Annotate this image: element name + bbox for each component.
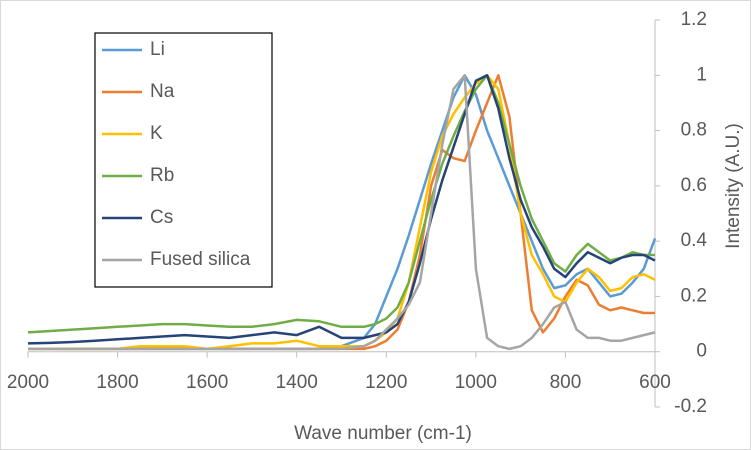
series-line [27, 74, 655, 334]
x-tick-label: 2000 [7, 372, 49, 393]
y-tick-label: 0.6 [681, 175, 707, 196]
series-line [28, 74, 656, 351]
legend-label: Fused silica [150, 249, 251, 270]
series-line [28, 74, 656, 351]
y-tick-label: -0.2 [674, 396, 707, 417]
legend-label: Cs [150, 207, 173, 228]
legend-label: Li [150, 39, 165, 60]
legend-label: Rb [150, 165, 174, 186]
x-axis-title: Wave number (cm-1) [294, 423, 472, 444]
x-tick-label: 1400 [276, 372, 318, 393]
legend-label: K [150, 123, 163, 144]
y-tick-label: 1.2 [681, 9, 707, 30]
y-axis-title: Intensity (A.U.) [723, 123, 744, 249]
x-tick-label: 800 [550, 372, 582, 393]
x-tick-label: 1200 [365, 372, 407, 393]
legend-label: Na [150, 81, 175, 102]
y-tick-label: 0.8 [681, 120, 707, 141]
legend-box [94, 32, 273, 288]
y-tick-label: 0.2 [681, 285, 707, 306]
y-tick-label: 0 [696, 341, 707, 362]
x-tick-label: 1800 [96, 372, 138, 393]
x-tick-label: 600 [639, 372, 671, 393]
x-tick-label: 1000 [455, 372, 497, 393]
y-tick-label: 0.4 [681, 230, 708, 251]
x-tick-label: 1600 [186, 372, 228, 393]
y-tick-label: 1 [696, 64, 707, 85]
